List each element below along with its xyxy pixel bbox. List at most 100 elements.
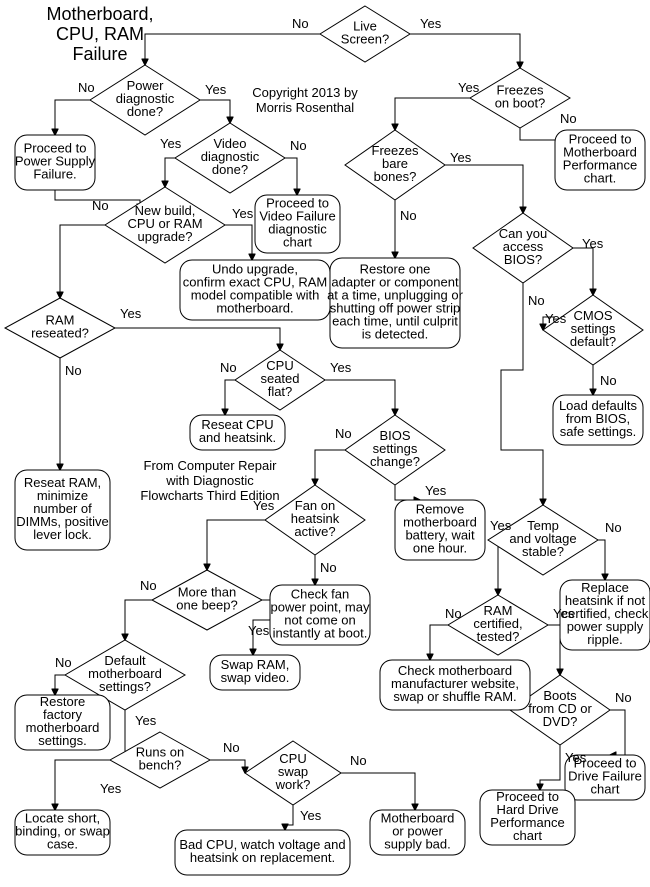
edge-label-5: Yes (205, 82, 227, 97)
decision-runs_bench-text: Runs onbench? (136, 745, 184, 773)
terminal-hd_perf: Proceed toHard DrivePerformancechart (480, 789, 575, 845)
edge-label-1: Yes (420, 16, 442, 31)
edge-19 (325, 380, 395, 415)
decision-new_build: New build,CPU or RAMupgrade? (105, 187, 225, 263)
terminal-reseat_cpu-text: Reseat CPUand heatsink. (199, 417, 276, 445)
edge-label-20: No (335, 426, 352, 441)
edge-label-15: No (600, 373, 617, 388)
edge-label-35: No (223, 740, 240, 755)
nodes-layer: LiveScreen?Freezeson boot?Powerdiagnosti… (5, 6, 650, 875)
edge-label-26: No (140, 578, 157, 593)
edge-33 (210, 760, 245, 773)
edge-17 (115, 328, 280, 350)
edge-label-37: No (350, 753, 367, 768)
terminal-locate_short: Locate short,binding, or swapcase. (15, 810, 110, 855)
decision-can_bios-text: Can youaccessBIOS? (499, 226, 547, 267)
decision-more_beep: More thanone beep? (152, 570, 262, 630)
edge-label-25: No (605, 520, 622, 535)
decision-new_build-text: New build,CPU or RAMupgrade? (127, 203, 202, 244)
edge-label-4: No (78, 80, 95, 95)
edge-label-16: Yes (120, 306, 142, 321)
terminal-restore_fact: Restorefactorymotherboardsettings. (15, 694, 110, 750)
edge-36 (610, 710, 625, 755)
terminal-undo_upgrade: Undo upgrade,confirm exact CPU, RAMmodel… (180, 260, 330, 320)
source-note: From Computer Repairwith DiagnosticFlowc… (140, 458, 279, 503)
decision-temp_volt: Tempand voltagestable? (488, 505, 598, 575)
decision-more_beep-text: More thanone beep? (176, 585, 237, 613)
terminal-restore_comp: Restore oneadapter or componentat a time… (327, 258, 464, 348)
decision-video_diag: Videodiagnosticdone? (175, 123, 285, 193)
edge-label-2: Yes (458, 80, 480, 95)
edge-26 (125, 600, 152, 640)
edge-label-28: No (445, 606, 462, 621)
terminal-video_fail: Proceed toVideo Failurediagnosticchart (255, 195, 340, 253)
terminal-remove_batt: Removemotherboardbattery, waitone hour. (395, 500, 485, 560)
edge-5 (200, 100, 230, 123)
copyright-note: Copyright 2013 byMorris Rosenthal (252, 85, 358, 115)
edge-4 (55, 100, 90, 135)
decision-freezes_boot: Freezeson boot? (470, 68, 570, 128)
edge-8 (445, 165, 523, 213)
edge-label-31: Yes (135, 713, 157, 728)
edge-label-13: No (528, 293, 545, 308)
edge-14 (60, 225, 105, 298)
edge-label-12: Yes (582, 236, 604, 251)
edge-11 (573, 248, 593, 295)
edge-label-0: No (292, 16, 309, 31)
decision-can_bios: Can youaccessBIOS? (473, 213, 573, 283)
edge-label-10: No (92, 198, 109, 213)
terminal-mb_perf: Proceed toMotherboardPerformancechart. (555, 130, 645, 190)
edge-34 (341, 773, 415, 810)
terminal-check_mb_site-text: Check motherboardmanufacturer website,sw… (391, 663, 519, 704)
page-title: Motherboard,CPU, RAMFailure (46, 4, 153, 64)
terminal-load_defaults: Load defaultsfrom BIOS,safe settings. (553, 395, 643, 445)
decision-cmos_default: CMOSsettingsdefault? (543, 295, 643, 365)
decision-cpu_swap: CPUswapwork? (245, 741, 341, 805)
terminal-bad_cpu-text: Bad CPU, watch voltage andheatsink on re… (179, 837, 345, 865)
edge-label-29: Yes (553, 606, 575, 621)
edge-15 (225, 225, 252, 260)
edge-28 (430, 625, 448, 660)
edge-35 (285, 805, 293, 830)
edge-21 (395, 485, 420, 500)
edge-0 (145, 34, 320, 65)
terminal-check_fan: Check fanpower point, maynot come oninst… (270, 585, 370, 645)
edge-label-23: No (320, 560, 337, 575)
terminal-mb_ps_bad: Motherboardor powersupply bad. (370, 810, 465, 855)
terminal-check_mb_site: Check motherboardmanufacturer website,sw… (380, 660, 530, 710)
decision-bios_change: BIOSsettingschange? (345, 415, 445, 485)
edge-label-6: Yes (160, 136, 182, 151)
decision-ram_reseated: RAMreseated? (5, 298, 115, 358)
edge-37 (540, 745, 560, 790)
edge-label-32: No (615, 690, 632, 705)
edge-18 (225, 380, 235, 415)
terminal-reseat_cpu: Reseat CPUand heatsink. (190, 415, 285, 450)
edge-label-33: Yes (565, 750, 587, 765)
edge-label-34: Yes (100, 781, 122, 796)
edge-6 (165, 158, 175, 187)
decision-freezes_bare: Freezesbarebones? (345, 130, 445, 200)
edge-label-17: No (65, 363, 82, 378)
terminal-load_defaults-text: Load defaultsfrom BIOS,safe settings. (559, 398, 638, 439)
edge-30 (55, 675, 65, 695)
edge-label-9: No (400, 208, 417, 223)
edge-1 (410, 34, 520, 68)
edge-label-3: No (560, 111, 577, 126)
decision-cpu_swap-text: CPUswapwork? (275, 751, 311, 792)
edge-23 (489, 540, 498, 595)
terminal-swap_ram: Swap RAM,swap video. (210, 655, 300, 690)
edge-label-30: No (55, 655, 72, 670)
edge-label-19: Yes (330, 360, 352, 375)
terminal-bad_cpu: Bad CPU, watch voltage andheatsink on re… (175, 830, 350, 875)
edge-label-27: Yes (248, 623, 270, 638)
edge-label-14: Yes (545, 311, 567, 326)
decision-cmos_default-text: CMOSsettingsdefault? (570, 308, 616, 349)
edge-label-36: Yes (300, 808, 322, 823)
decision-cpu_seated: CPUseatedflat? (235, 350, 325, 410)
edge-label-8: Yes (450, 150, 472, 165)
edge-label-7: No (290, 138, 307, 153)
edge-label-11: Yes (232, 206, 254, 221)
edge-label-18: No (220, 360, 237, 375)
decision-fan_active: Fan onheatsinkactive? (265, 485, 365, 555)
edge-7 (285, 158, 297, 195)
